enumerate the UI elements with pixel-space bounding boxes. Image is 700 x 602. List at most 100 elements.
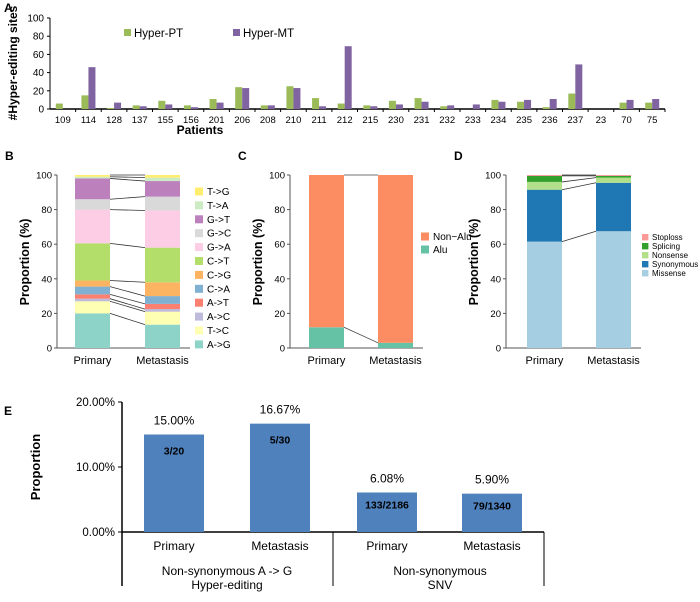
segment-stoploss <box>527 175 562 176</box>
legend-swatch <box>195 201 203 210</box>
panel-a: A 0 20 40 60 80 100 109 114 128 137 155 156 201 206 208… <box>4 1 666 137</box>
bar-hyper-mt <box>652 98 660 109</box>
panel-label: B <box>5 149 14 163</box>
segment-non-alu <box>378 175 413 343</box>
group-label: SNV <box>428 578 453 592</box>
legend-label: Synonymous <box>652 260 698 269</box>
legend-label: G->A <box>207 243 231 254</box>
x-tick-label: 156 <box>183 115 199 126</box>
legend-swatch <box>642 270 649 277</box>
y-tick-label: 40 <box>41 274 52 285</box>
bar <box>462 493 522 532</box>
bar-hyper-pt <box>158 100 166 109</box>
x-tick-label: 232 <box>439 115 455 126</box>
bar-hyper-pt <box>568 93 576 109</box>
segment-t-a <box>145 177 180 182</box>
y-tick-label: 10.00% <box>76 462 115 474</box>
bar-hyper-pt <box>209 98 217 109</box>
connector-line <box>109 298 146 310</box>
bar-hyper-pt <box>235 87 243 109</box>
y-tick-label: 40 <box>33 68 45 79</box>
connector-line <box>561 230 597 242</box>
bar-hyper-mt <box>395 104 403 109</box>
x-tick-label: 109 <box>55 115 71 126</box>
legend-label: T->G <box>207 187 230 198</box>
segment-a-t <box>75 294 110 299</box>
legend-label: Stoploss <box>652 233 683 242</box>
legend-swatch <box>195 270 203 279</box>
segment-g-c <box>145 196 180 211</box>
y-tick-label: 80 <box>490 205 501 216</box>
connector-line <box>109 196 146 200</box>
segment-c-a <box>75 286 110 295</box>
x-tick-label: 208 <box>260 115 276 126</box>
legend-swatch <box>642 243 649 250</box>
bar-hyper-mt <box>293 88 301 109</box>
x-tick-label: 155 <box>157 115 173 126</box>
bar-hyper-mt <box>524 99 532 109</box>
y-axis-label: Proportion (%) <box>18 219 32 306</box>
x-tick-label: 70 <box>621 115 632 126</box>
bar-hyper-pt <box>619 102 627 109</box>
y-tick-label: 20 <box>274 309 285 320</box>
bar-hyper-mt <box>88 67 96 109</box>
segment-t-c <box>145 311 180 325</box>
x-tick-label: 137 <box>132 115 148 126</box>
data-label: 16.67% <box>260 403 301 417</box>
bar <box>250 423 310 532</box>
segment-non-alu <box>309 175 344 328</box>
segment-g-a <box>75 209 110 244</box>
bar-hyper-mt <box>447 105 455 109</box>
connector-line <box>109 242 146 249</box>
legend-swatch <box>642 234 649 241</box>
x-tick-label: Primary <box>526 355 564 367</box>
x-tick-label: 211 <box>311 115 326 126</box>
x-tick-label: 230 <box>388 115 404 126</box>
segment-g-a <box>145 210 180 248</box>
legend-label: Hyper-PT <box>134 28 183 40</box>
y-tick-label: 20 <box>33 86 45 97</box>
bar-hyper-pt <box>363 105 371 109</box>
inner-label: 5/30 <box>270 435 291 447</box>
connector-line <box>561 177 597 183</box>
inner-label: 133/2186 <box>365 499 409 511</box>
segment-g-t <box>145 181 180 197</box>
bar <box>357 492 417 532</box>
legend-label: G->T <box>207 215 230 226</box>
bar-hyper-pt <box>286 86 294 109</box>
bar-hyper-mt <box>498 101 506 109</box>
bar-hyper-pt <box>132 105 140 109</box>
x-tick-label: Metastasis <box>369 355 422 367</box>
bar-hyper-mt <box>139 106 147 109</box>
legend-swatch <box>195 340 203 349</box>
panel-label: E <box>4 404 12 418</box>
legend-label: Nonsense <box>652 251 689 260</box>
bar-hyper-pt <box>107 108 115 109</box>
inner-label: 3/20 <box>164 446 185 458</box>
segment-t-a <box>75 176 110 179</box>
y-tick-label: 100 <box>36 171 52 182</box>
y-tick-label: 60 <box>33 50 45 61</box>
segment-missense <box>596 231 631 348</box>
x-tick-label: 114 <box>81 115 96 126</box>
legend-swatch <box>195 312 203 321</box>
segment-a-g <box>145 324 180 348</box>
x-tick-label: 75 <box>647 115 658 126</box>
legend-label: C->A <box>207 284 230 295</box>
connector-line <box>109 178 146 182</box>
x-tick-label: Metastasis <box>463 539 520 553</box>
y-tick-label: 20 <box>41 309 52 320</box>
x-tick-label: Metastasis <box>251 539 308 553</box>
y-tick-label: 0 <box>38 105 44 116</box>
legend-label: T->C <box>207 326 229 337</box>
segment-c-t <box>75 243 110 281</box>
legend-swatch <box>195 298 203 307</box>
segment-missense <box>527 241 562 348</box>
y-axis-label: #Hyper-editing sites <box>6 5 20 120</box>
y-tick-label: 40 <box>490 274 501 285</box>
y-axis-label: Proportion (%) <box>467 219 481 306</box>
connector-line <box>109 209 146 211</box>
connector-line <box>109 286 146 297</box>
panel-label: A <box>4 1 13 15</box>
